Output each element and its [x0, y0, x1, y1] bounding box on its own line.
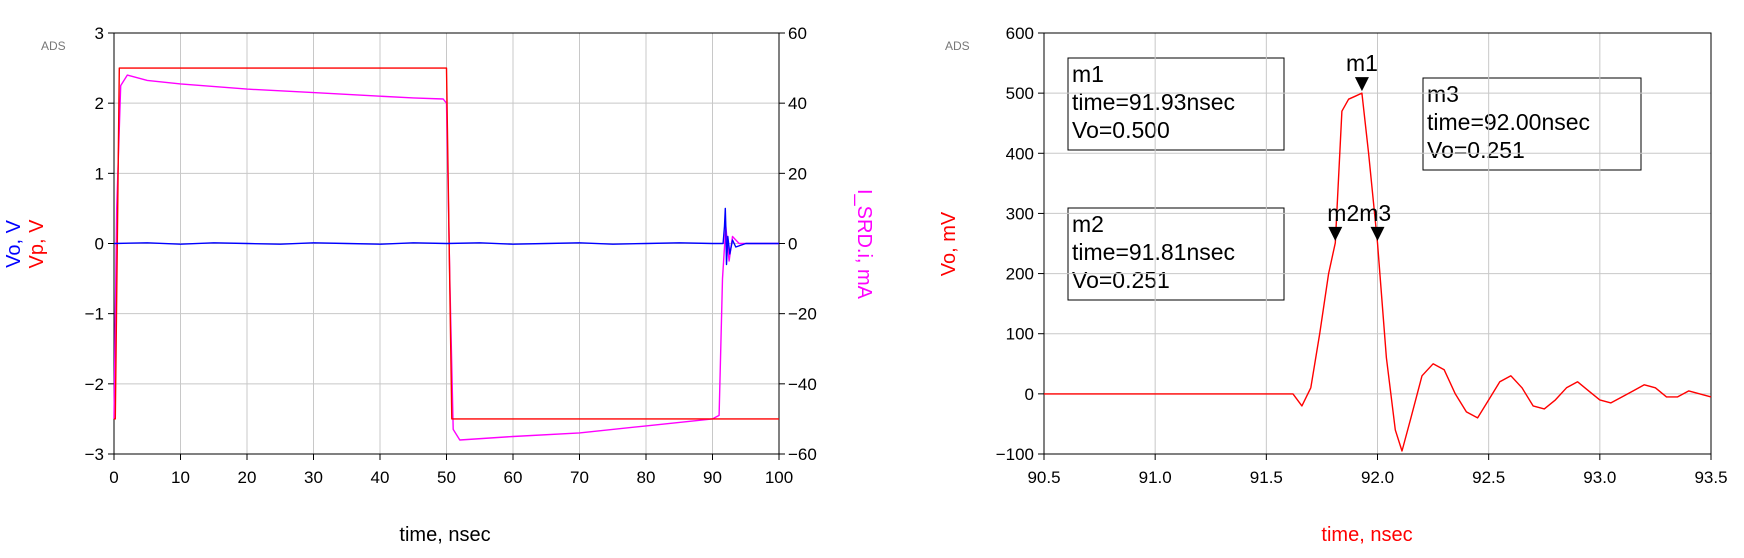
left-y-axis-title-vp: Vp, V — [26, 219, 48, 269]
series-line-i-srd-i — [113, 74, 779, 441]
ads-watermark-right: ADS — [945, 39, 970, 53]
right-chart-y-tick-label: 600 — [1006, 24, 1034, 43]
left-chart-x-tick-label: 70 — [570, 468, 589, 487]
left-chart-x-tick-label: 100 — [765, 468, 793, 487]
marker-box-m1: m1 time=91.93nsec Vo=0.500 — [1067, 57, 1285, 151]
left-x-axis-title: time, nsec — [399, 524, 490, 546]
left-chart-y-right-tick-label: 40 — [788, 94, 807, 113]
right-chart-y-tick-label: −100 — [996, 445, 1034, 464]
right-chart-y-tick-label: 100 — [1006, 325, 1034, 344]
right-chart-y-tick-label: 400 — [1006, 144, 1034, 163]
left-chart-x-tick-label: 0 — [109, 468, 118, 487]
left-chart-y-tick-label: −3 — [85, 445, 104, 464]
left-chart-y-right-tick-label: −20 — [788, 305, 817, 324]
right-chart-y-axis-title: Vo, mV — [938, 211, 960, 276]
left-chart-y-right-tick-label: 60 — [788, 24, 807, 43]
left-chart-x-tick-label: 40 — [371, 468, 390, 487]
marker-box-m2-time: time=91.81nsec — [1072, 239, 1235, 265]
marker-pointer-m3 — [1370, 226, 1385, 241]
right-chart-x-tick-label: 91.5 — [1250, 468, 1283, 487]
left-chart-y-right-tick-label: −40 — [788, 375, 817, 394]
marker-pointer-m2 — [1328, 226, 1343, 241]
right-chart-y-tick-label: 0 — [1025, 385, 1034, 404]
marker-box-m2-name: m2 — [1072, 211, 1104, 237]
marker-label-m2m3: m2m3 — [1327, 200, 1391, 226]
left-chart-x-tick-label: 60 — [504, 468, 523, 487]
marker-box-m3-time: time=92.00nsec — [1427, 109, 1590, 135]
marker-box-m2-value: Vo=0.251 — [1072, 267, 1170, 293]
marker-pointer-m1 — [1354, 77, 1369, 92]
left-chart-y-tick-label: 2 — [95, 94, 104, 113]
left-chart-y-tick-label: −1 — [85, 305, 104, 324]
left-chart-x-tick-label: 10 — [171, 468, 190, 487]
left-chart-x-tick-label: 30 — [304, 468, 323, 487]
marker-box-m3-value: Vo=0.251 — [1427, 137, 1525, 163]
marker-label-m1: m1 — [1346, 50, 1378, 76]
series-line-vp — [114, 67, 779, 420]
right-chart-x-tick-label: 91.0 — [1139, 468, 1172, 487]
left-chart-x-tick-label: 20 — [238, 468, 257, 487]
left-chart-y-right-tick-label: 0 — [788, 235, 797, 254]
left-chart-y-tick-label: −2 — [85, 375, 104, 394]
right-chart-y-tick-label: 500 — [1006, 84, 1034, 103]
left-chart-y-right-tick-label: 20 — [788, 164, 807, 183]
left-chart-y-right-tick-label: −60 — [788, 445, 817, 464]
right-chart-y-tick-label: 300 — [1006, 204, 1034, 223]
left-chart-y-tick-label: 1 — [95, 164, 104, 183]
series-line-vo — [113, 207, 779, 266]
ads-watermark-left: ADS — [41, 39, 66, 53]
marker-box-m1-name: m1 — [1072, 61, 1104, 87]
marker-box-m3: m3 time=92.00nsec Vo=0.251 — [1422, 77, 1642, 171]
marker-box-m1-value: Vo=0.500 — [1072, 117, 1170, 143]
right-x-axis-title: time, nsec — [1321, 524, 1412, 546]
marker-box-m2: m2 time=91.81nsec Vo=0.251 — [1067, 207, 1285, 301]
left-y-axis-title-vo: Vo, V — [3, 219, 25, 267]
left-chart-x-tick-label: 80 — [637, 468, 656, 487]
marker-box-m3-name: m3 — [1427, 81, 1459, 107]
right-chart-x-tick-label: 92.5 — [1472, 468, 1505, 487]
left-chart-x-tick-label: 90 — [703, 468, 722, 487]
left-chart-y-tick-label: 3 — [95, 24, 104, 43]
left-chart-y-tick-label: 0 — [95, 235, 104, 254]
right-chart-y-tick-label: 200 — [1006, 265, 1034, 284]
right-chart-x-tick-label: 93.5 — [1694, 468, 1727, 487]
right-chart-x-tick-label: 90.5 — [1027, 468, 1060, 487]
right-y-axis-title-isrd: I_SRD.i, mA — [853, 189, 875, 300]
series-line-vo-zoom — [1044, 92, 1712, 452]
right-chart-x-tick-label: 92.0 — [1361, 468, 1394, 487]
right-chart-x-tick-label: 93.0 — [1583, 468, 1616, 487]
left-chart-x-tick-label: 50 — [437, 468, 456, 487]
